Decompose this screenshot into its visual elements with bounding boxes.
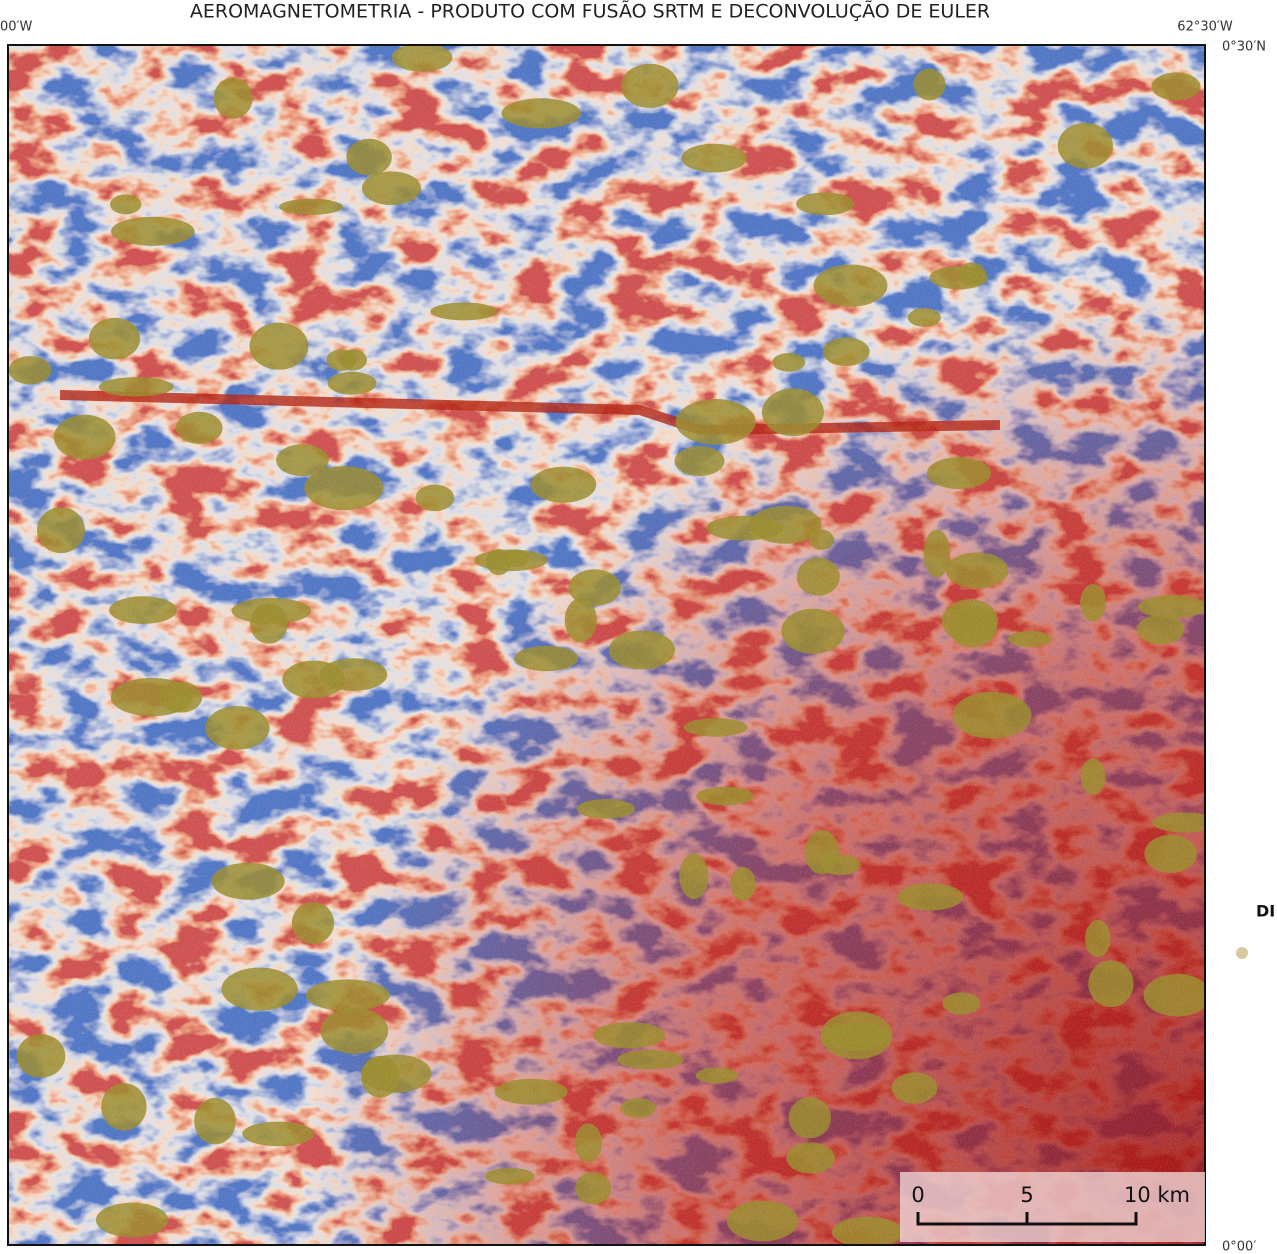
scale-label: 5 xyxy=(1020,1183,1033,1207)
coord-label: 0°30′N xyxy=(1222,40,1266,55)
legend-title: DI xyxy=(1256,902,1275,921)
coord-label: 62°30′W xyxy=(1177,20,1233,35)
map-raster xyxy=(8,43,1217,1247)
scale-label: 0 xyxy=(911,1183,924,1207)
map-title: AEROMAGNETOMETRIA - PRODUTO COM FUSÃO SR… xyxy=(190,0,990,23)
hillshade xyxy=(8,45,1205,1245)
coord-label: 00′W xyxy=(0,20,32,35)
map-figure: AEROMAGNETOMETRIA - PRODUTO COM FUSÃO SR… xyxy=(0,0,1277,1254)
scale-bar: 0 5 10 km xyxy=(900,1172,1205,1242)
legend-symbol xyxy=(1236,947,1248,959)
scale-label: 10 km xyxy=(1124,1183,1190,1207)
coord-label: 0°00′ xyxy=(1222,1240,1256,1254)
page: {"header": {"title": "AEROMAGNETOMETRIA … xyxy=(0,0,1277,1254)
